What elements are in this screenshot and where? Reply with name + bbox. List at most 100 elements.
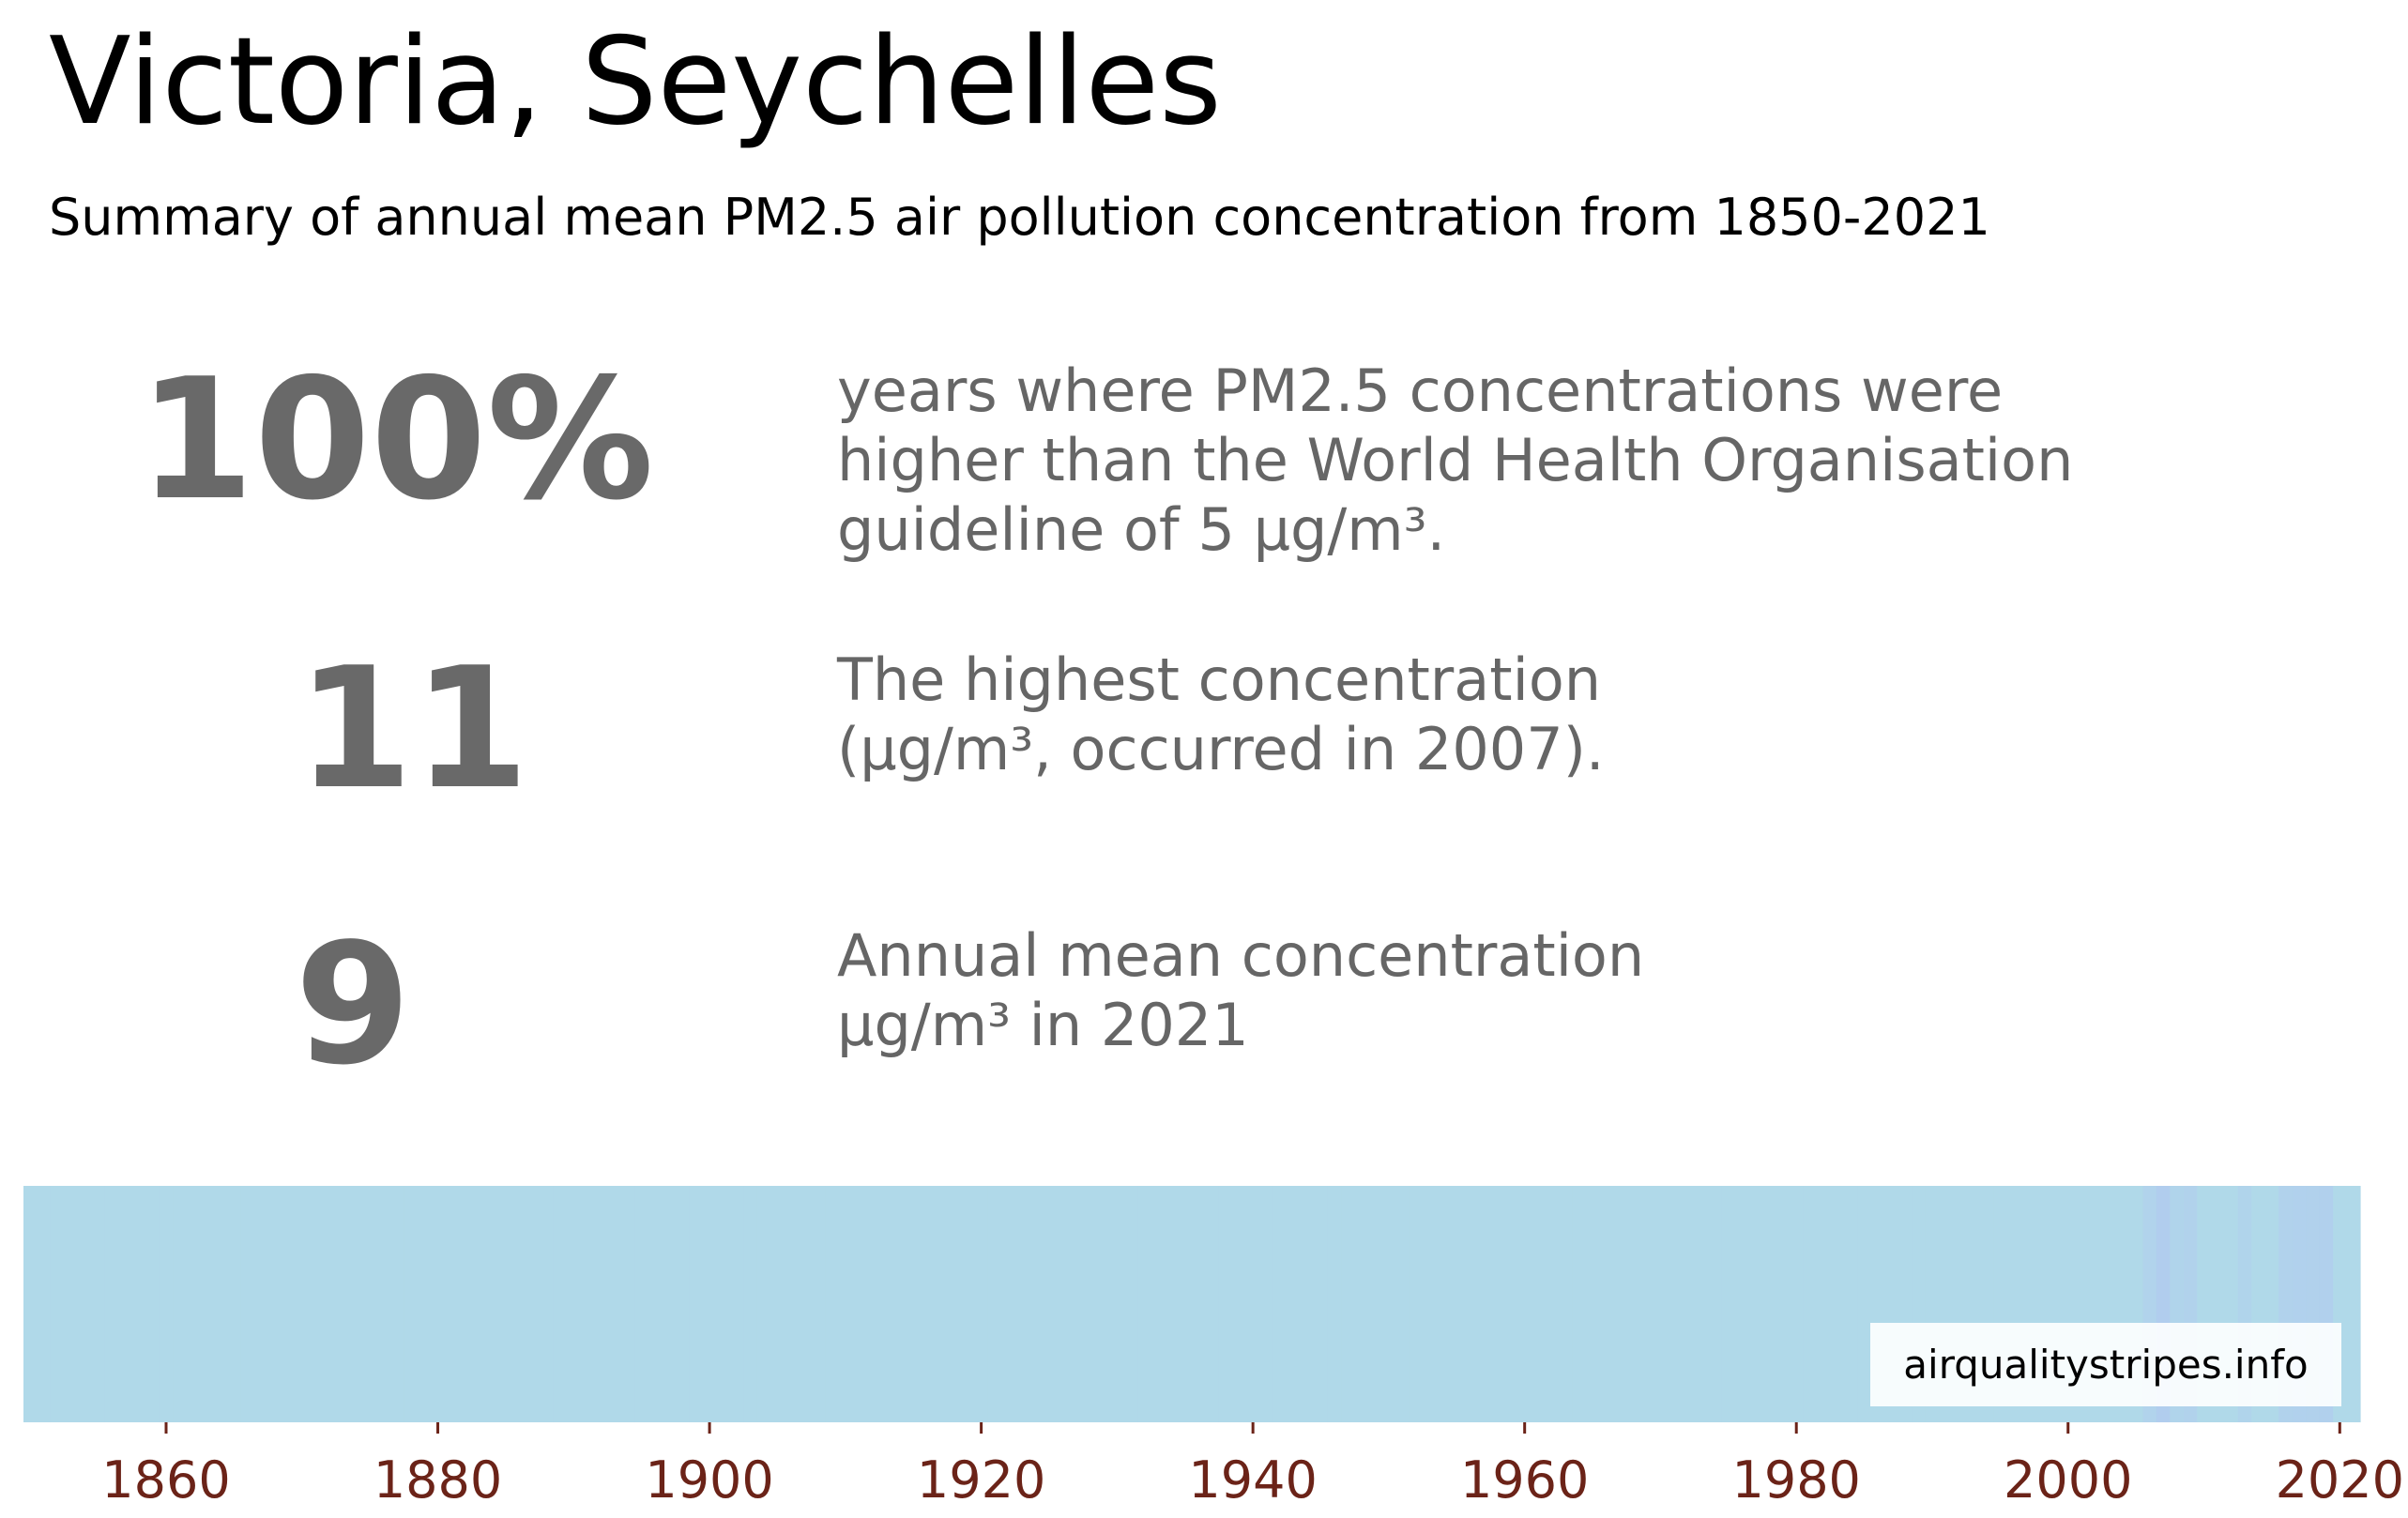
stripe-1918 (947, 1186, 962, 1422)
stripe-1979 (1776, 1186, 1791, 1422)
stripe-1983 (1830, 1186, 1845, 1422)
stripe-1977 (1748, 1186, 1763, 1422)
stripe-1867 (254, 1186, 269, 1422)
stripe-1928 (1083, 1186, 1098, 1422)
stripe-1875 (362, 1186, 377, 1422)
stripe-1884 (485, 1186, 500, 1422)
stripe-1970 (1654, 1186, 1669, 1422)
stripe-1892 (594, 1186, 609, 1422)
stripe-1968 (1626, 1186, 1641, 1422)
stripe-1931 (1123, 1186, 1138, 1422)
stripe-1895 (634, 1186, 649, 1422)
stripe-1902 (729, 1186, 744, 1422)
stripe-1965 (1585, 1186, 1600, 1422)
stripe-1966 (1599, 1186, 1614, 1422)
stripe-1925 (1042, 1186, 1057, 1422)
stripe-1924 (1029, 1186, 1044, 1422)
stripe-1929 (1096, 1186, 1111, 1422)
stripe-1887 (526, 1186, 541, 1422)
stripe-1927 (1069, 1186, 1084, 1422)
stripe-1896 (648, 1186, 663, 1422)
x-tick-label: 2020 (2276, 1450, 2404, 1510)
stripe-1974 (1708, 1186, 1723, 1422)
stripe-1858 (131, 1186, 146, 1422)
stripe-1856 (104, 1186, 119, 1422)
stripe-1972 (1681, 1186, 1696, 1422)
stripe-1888 (540, 1186, 555, 1422)
stripe-1874 (349, 1186, 364, 1422)
stripe-1944 (1300, 1186, 1315, 1422)
stripe-1914 (892, 1186, 907, 1422)
stripe-1941 (1259, 1186, 1274, 1422)
stripe-1871 (309, 1186, 324, 1422)
stripe-1978 (1762, 1186, 1777, 1422)
stripe-1955 (1450, 1186, 1465, 1422)
stripe-1894 (620, 1186, 636, 1422)
stripe-1958 (1490, 1186, 1505, 1422)
credit-label: airqualitystripes.info (1870, 1323, 2341, 1406)
stripe-1959 (1503, 1186, 1519, 1422)
stripe-1879 (417, 1186, 432, 1422)
stripe-1936 (1192, 1186, 1207, 1422)
stripe-1921 (987, 1186, 1002, 1422)
x-tick-label: 1960 (1460, 1450, 1589, 1510)
stripe-1863 (200, 1186, 215, 1422)
stripe-1956 (1463, 1186, 1478, 1422)
stripe-1916 (920, 1186, 935, 1422)
stripe-1890 (567, 1186, 582, 1422)
stripe-1975 (1721, 1186, 1736, 1422)
stripe-1860 (159, 1186, 174, 1422)
stripe-1967 (1612, 1186, 1627, 1422)
stripe-1976 (1735, 1186, 1750, 1422)
x-tick-label: 1880 (373, 1450, 502, 1510)
stripe-1872 (322, 1186, 337, 1422)
stripe-1900 (702, 1186, 717, 1422)
stripe-1926 (1056, 1186, 1071, 1422)
stripe-1897 (662, 1186, 677, 1422)
stripe-1940 (1245, 1186, 1260, 1422)
stripe-1937 (1205, 1186, 1220, 1422)
stripe-1980 (1789, 1186, 1805, 1422)
stripe-1954 (1436, 1186, 1451, 1422)
stripe-1906 (784, 1186, 799, 1422)
stripe-1915 (906, 1186, 922, 1422)
x-tick-label: 2000 (2004, 1450, 2132, 1510)
stripe-1857 (118, 1186, 133, 1422)
stripe-1852 (50, 1186, 66, 1422)
stripe-1963 (1558, 1186, 1573, 1422)
stripe-1917 (933, 1186, 949, 1422)
stripe-1859 (145, 1186, 160, 1422)
stripe-1878 (404, 1186, 419, 1422)
stripe-1889 (553, 1186, 568, 1422)
stripe-1935 (1178, 1186, 1193, 1422)
stripe-1861 (173, 1186, 188, 1422)
stripe-1911 (852, 1186, 867, 1422)
stripe-1910 (838, 1186, 853, 1422)
stripe-1971 (1667, 1186, 1682, 1422)
stripe-1855 (91, 1186, 106, 1422)
stripe-1938 (1218, 1186, 1234, 1422)
stripe-1948 (1354, 1186, 1369, 1422)
stat-description-current: Annual mean concentration µg/m³ in 2021 (837, 921, 1645, 1059)
stat-value-current: 9 (295, 907, 411, 1101)
stripe-1904 (756, 1186, 771, 1422)
x-tick-label: 1900 (645, 1450, 773, 1510)
stripe-1913 (879, 1186, 894, 1422)
stripe-1881 (444, 1186, 459, 1422)
stripe-1903 (743, 1186, 758, 1422)
stripe-1934 (1165, 1186, 1180, 1422)
stripe-1951 (1395, 1186, 1410, 1422)
stripe-1930 (1110, 1186, 1125, 1422)
stripe-1933 (1151, 1186, 1166, 1422)
x-tick-label: 1980 (1731, 1450, 1860, 1510)
stripe-1864 (213, 1186, 228, 1422)
page-subtitle: Summary of annual mean PM2.5 air polluti… (49, 188, 1990, 247)
stripe-1862 (186, 1186, 201, 1422)
stripe-1877 (389, 1186, 404, 1422)
stripe-1946 (1327, 1186, 1342, 1422)
stripe-1850 (23, 1186, 38, 1422)
stat-description-highest: The highest concentration (µg/m³, occurr… (837, 645, 1605, 783)
stripe-1905 (770, 1186, 785, 1422)
stripe-1947 (1341, 1186, 1356, 1422)
stripe-2021 (2346, 1186, 2361, 1422)
